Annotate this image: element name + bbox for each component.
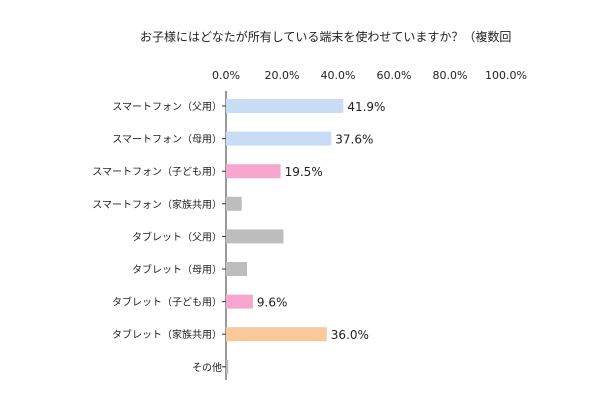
category-label: スマートフォン（母用）: [112, 134, 222, 146]
category-label: スマートフォン（家族共用）: [92, 198, 222, 211]
category-label: スマートフォン（子ども用）: [92, 166, 222, 178]
bar: [226, 294, 253, 309]
category-label: タブレット（母用）: [132, 263, 222, 276]
chart-title: お子様にはどなたが所有している端末を使わせていますか？（複数回: [140, 30, 512, 44]
bar: [226, 262, 247, 276]
category-label: スマートフォン（父用）: [112, 101, 222, 113]
category-label: タブレット（家族共用）: [112, 328, 222, 341]
category-label: タブレット（子ども用）: [112, 296, 222, 309]
bar: [226, 131, 332, 146]
x-tick-label: 0.0%: [212, 69, 240, 82]
bar: [226, 229, 284, 244]
bar: [226, 99, 344, 113]
data-label: 19.5%: [285, 165, 323, 179]
category-label: その他: [192, 361, 222, 374]
data-label: 37.6%: [335, 133, 373, 147]
x-tick-label: 80.0%: [433, 69, 468, 82]
bar: [226, 164, 281, 179]
data-label: 36.0%: [331, 328, 369, 342]
x-tick-label: 20.0%: [265, 69, 300, 82]
data-label: 41.9%: [347, 100, 385, 114]
data-label: 9.6%: [257, 296, 288, 310]
x-tick-label: 60.0%: [377, 69, 412, 82]
bar: [226, 196, 242, 211]
bar: [226, 327, 327, 342]
x-tick-label: 40.0%: [321, 69, 356, 82]
category-label: タブレット（父用）: [132, 230, 222, 243]
x-tick-label: 100.0%: [485, 69, 527, 82]
bar: [226, 359, 229, 374]
